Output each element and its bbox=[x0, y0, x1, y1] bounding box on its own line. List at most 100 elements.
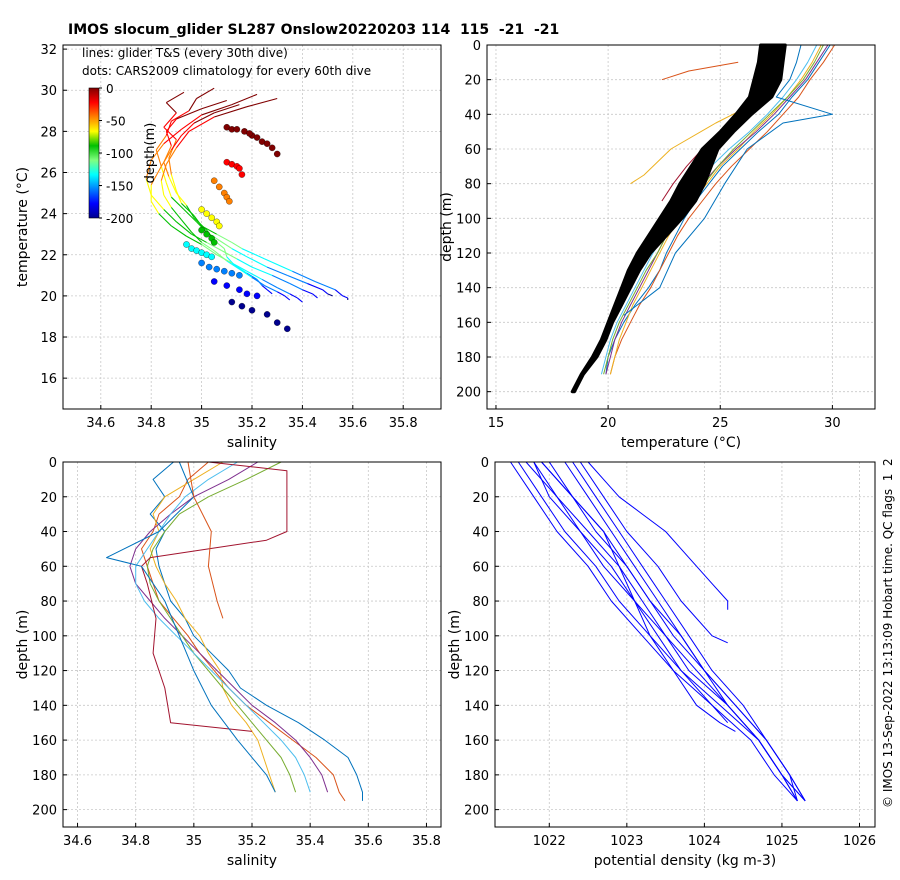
ts-line-segment bbox=[251, 276, 265, 287]
temperature-profile bbox=[661, 61, 739, 81]
y-tick-label: 80 bbox=[464, 178, 481, 193]
climatology-dot bbox=[228, 270, 236, 277]
climatology-dot bbox=[215, 183, 223, 191]
y-axis-label: depth (m) bbox=[439, 192, 455, 262]
climatology-dot bbox=[198, 206, 205, 213]
climatology-dot bbox=[198, 259, 205, 267]
ts-line-segment bbox=[168, 176, 177, 194]
y-tick-label: 20 bbox=[472, 491, 489, 506]
ts-line-segment bbox=[175, 192, 187, 206]
ts-line-segment bbox=[160, 166, 167, 183]
temperature-profile bbox=[623, 44, 833, 316]
x-tick-label: 34.6 bbox=[86, 416, 115, 431]
temperature-profile bbox=[630, 96, 768, 185]
x-tick-label: 35.2 bbox=[238, 416, 267, 431]
density-profile bbox=[541, 461, 806, 802]
y-tick-label: 20 bbox=[40, 290, 57, 305]
y-tick-label: 80 bbox=[40, 595, 57, 610]
climatology-dot bbox=[253, 134, 261, 141]
climatology-dot bbox=[228, 298, 236, 306]
climatology-dot bbox=[210, 239, 218, 246]
ts-line-segment bbox=[163, 128, 182, 145]
ts-line-segment bbox=[193, 217, 208, 231]
ts-line-segment bbox=[170, 207, 182, 221]
climatology-dot bbox=[198, 226, 205, 234]
density-profile bbox=[510, 461, 798, 802]
x-tick-label: 34.8 bbox=[121, 834, 150, 849]
ts-line-segment bbox=[251, 266, 273, 276]
density-profile bbox=[533, 461, 729, 724]
density-profile bbox=[587, 461, 729, 610]
climatology-dot bbox=[263, 311, 271, 318]
climatology-dot bbox=[205, 263, 213, 271]
climatology-dot bbox=[210, 278, 218, 285]
ts-line-segment bbox=[287, 274, 308, 285]
climatology-dot bbox=[273, 319, 281, 326]
ts-line-segment bbox=[191, 231, 202, 243]
climatology-dot bbox=[215, 222, 223, 230]
y-tick-label: 160 bbox=[464, 734, 489, 749]
ts-line-segment bbox=[165, 131, 172, 146]
ts-line-segment bbox=[246, 256, 268, 268]
colorbar-tick-label: -100 bbox=[106, 147, 133, 161]
ts-line-segment bbox=[155, 135, 167, 151]
y-tick-label: 22 bbox=[40, 249, 57, 264]
x-tick-label: 35.6 bbox=[354, 834, 383, 849]
salinity-profile bbox=[141, 461, 346, 802]
y-tick-label: 80 bbox=[472, 595, 489, 610]
x-tick-label: 1026 bbox=[843, 834, 876, 849]
x-tick-label: 25 bbox=[712, 416, 729, 431]
ts-line-segment bbox=[266, 266, 288, 276]
x-axis-label: salinity bbox=[227, 435, 277, 451]
y-tick-label: 120 bbox=[32, 665, 57, 680]
ts-line-segment bbox=[168, 158, 172, 175]
y-tick-label: 140 bbox=[456, 282, 481, 297]
plot-area bbox=[495, 462, 875, 827]
ts-line-segment bbox=[165, 182, 172, 198]
chart-ts: lines: glider T&S (every 30th dive) dots:… bbox=[15, 43, 442, 451]
y-tick-label: 180 bbox=[456, 351, 481, 366]
y-tick-label: 180 bbox=[464, 769, 489, 784]
ts-line-segment bbox=[231, 93, 258, 106]
y-tick-label: 40 bbox=[40, 526, 57, 541]
x-tick-label: 30 bbox=[824, 416, 841, 431]
y-tick-label: 100 bbox=[464, 630, 489, 645]
ts-line-segment bbox=[334, 289, 344, 297]
climatology-dot bbox=[208, 253, 215, 261]
climatology-dot bbox=[183, 241, 190, 248]
ts-line-segment bbox=[201, 100, 227, 110]
ts-line-segment bbox=[206, 241, 223, 252]
ts-line-segment bbox=[214, 106, 248, 118]
ts-line-segment bbox=[216, 233, 233, 243]
x-tick-label: 15 bbox=[488, 416, 505, 431]
ts-line-segment bbox=[150, 166, 162, 186]
ts-line-segment bbox=[284, 295, 291, 301]
ts-line-segment bbox=[186, 205, 195, 219]
y-tick-label: 26 bbox=[40, 167, 57, 182]
y-tick-label: 60 bbox=[472, 560, 489, 575]
ts-line-segment bbox=[181, 122, 195, 136]
y-tick-label: 60 bbox=[464, 143, 481, 158]
annotation-dots: dots: CARS2009 climatology for every 60t… bbox=[82, 64, 371, 78]
temperature-profile bbox=[609, 44, 836, 375]
colorbar-tick-label: 0 bbox=[106, 82, 114, 96]
y-tick-label: 30 bbox=[40, 84, 57, 99]
climatology-dot bbox=[246, 130, 253, 137]
ts-line-segment bbox=[175, 131, 190, 149]
ts-line-segment bbox=[160, 149, 172, 167]
ts-line-segment bbox=[165, 147, 177, 165]
ts-line-segment bbox=[322, 289, 328, 295]
ts-line-segment bbox=[289, 283, 303, 291]
x-tick-label: 35 bbox=[186, 834, 203, 849]
ts-line-segment bbox=[193, 112, 215, 124]
ts-line-segment bbox=[170, 174, 177, 192]
x-tick-label: 35.2 bbox=[238, 834, 267, 849]
ts-line-segment bbox=[170, 196, 185, 210]
colorbar-tick-label: -50 bbox=[106, 115, 126, 129]
y-tick-label: 40 bbox=[472, 526, 489, 541]
ts-line-segment bbox=[307, 283, 323, 291]
density-profile bbox=[579, 461, 728, 644]
ts-line-segment bbox=[302, 289, 313, 295]
colorbar-label: depth(m) bbox=[143, 123, 158, 184]
annotation-lines: lines: glider T&S (every 30th dive) bbox=[82, 46, 288, 60]
